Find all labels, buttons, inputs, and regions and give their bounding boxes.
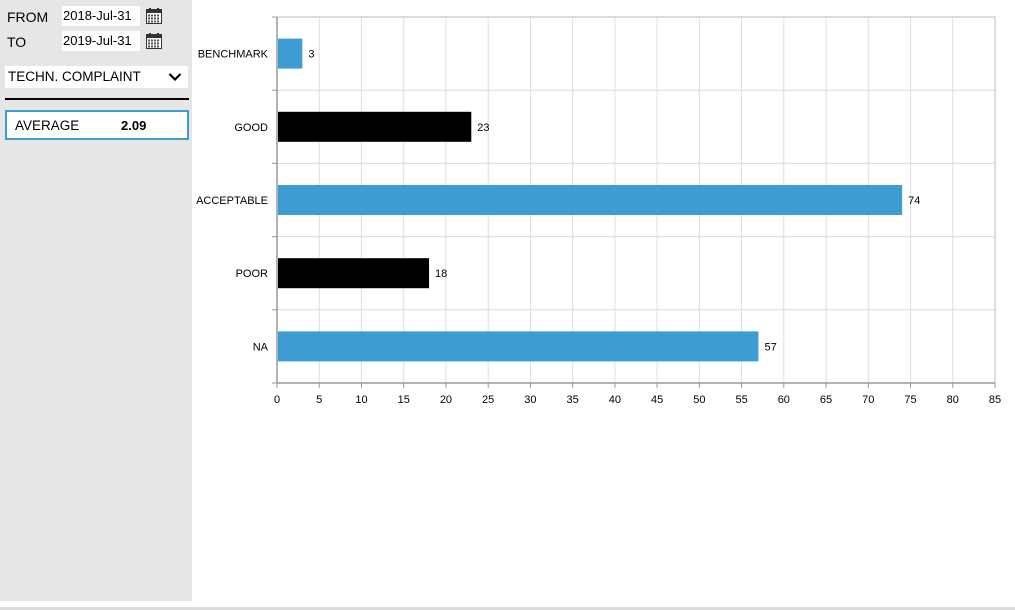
complaint-type-select[interactable]: TECHN. COMPLAINT (5, 66, 188, 88)
category-label: GOOD (234, 122, 268, 134)
complaint-type-value: TECHN. COMPLAINT (8, 69, 141, 84)
x-tick-label: 0 (274, 394, 280, 406)
x-tick-label: 30 (524, 394, 536, 406)
x-tick-label: 85 (989, 394, 1001, 406)
bar-na (278, 331, 759, 362)
average-label: AVERAGE (15, 118, 80, 133)
category-label: ACCEPTABLE (196, 195, 268, 207)
bottom-border (0, 607, 1015, 610)
rating-bar-chart: 0 5 10 15 20 25 30 35 40 45 50 55 60 65 70 75 80 85 3 BENCH… (196, 16, 1001, 406)
from-date-input[interactable]: 2018-Jul-31 (62, 6, 140, 26)
calendar-icon[interactable] (146, 8, 162, 24)
bar-good (278, 111, 472, 142)
category-label: NA (253, 341, 269, 353)
category-label: POOR (236, 268, 268, 280)
bar-benchmark (278, 38, 303, 69)
to-date-input[interactable]: 2019-Jul-31 (62, 31, 140, 51)
x-tick-label: 50 (693, 394, 705, 406)
x-tick-label: 45 (651, 394, 663, 406)
bar-acceptable (278, 185, 903, 215)
calendar-icon[interactable] (146, 33, 162, 49)
sidebar-divider (5, 98, 189, 100)
x-tick-label: 20 (440, 394, 452, 406)
category-label: BENCHMARK (198, 49, 269, 61)
x-tick-label: 60 (778, 394, 790, 406)
x-tick-label: 70 (862, 394, 874, 406)
bar-value-label: 57 (764, 341, 776, 353)
from-label: FROM (7, 9, 49, 25)
x-tick-label: 35 (567, 394, 579, 406)
average-box: AVERAGE 2.09 (5, 110, 189, 140)
x-tick-label: 25 (482, 394, 494, 406)
chevron-down-icon (168, 73, 182, 82)
x-tick-label: 5 (316, 394, 322, 406)
x-tick-label: 40 (609, 394, 621, 406)
x-tick-label: 55 (735, 394, 747, 406)
bar-value-label: 74 (908, 195, 920, 207)
bar-value-label: 18 (435, 268, 447, 280)
bar-poor (278, 258, 430, 289)
bar-value-label: 23 (477, 122, 489, 134)
average-value: 2.09 (121, 118, 147, 133)
x-tick-label: 15 (398, 394, 410, 406)
x-tick-label: 80 (947, 394, 959, 406)
x-tick-label: 65 (820, 394, 832, 406)
to-label: TO (7, 34, 27, 50)
x-tick-label: 10 (355, 394, 367, 406)
filter-sidebar: FROM 2018-Jul-31 TO 2019-Jul-31 TECHN. C… (0, 0, 192, 601)
x-tick-label: 75 (904, 394, 916, 406)
bar-value-label: 3 (308, 49, 314, 61)
